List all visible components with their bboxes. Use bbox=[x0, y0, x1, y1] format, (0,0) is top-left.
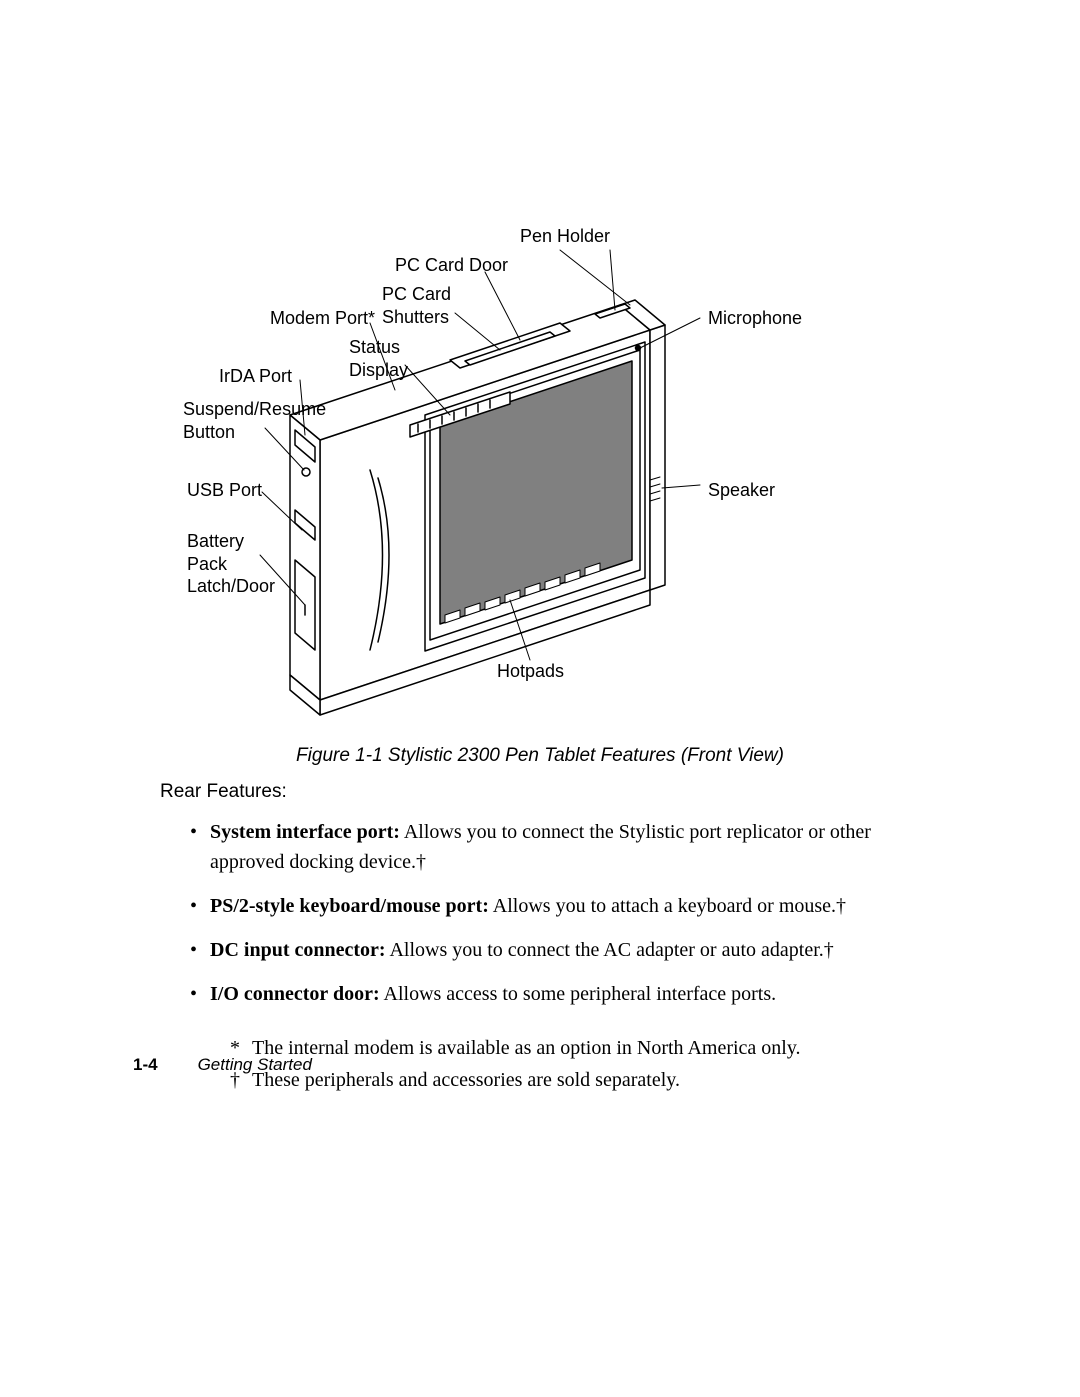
body-text-block: Rear Features: System interface port: Al… bbox=[160, 778, 920, 1097]
feature-bold: I/O connector door: bbox=[210, 983, 380, 1005]
callout-status-display: Status Display bbox=[349, 336, 408, 381]
callout-pc-card-shutters: PC Card Shutters bbox=[382, 283, 451, 328]
feature-bold: DC input connector: bbox=[210, 939, 386, 961]
feature-text: Allows you to connect the AC adapter or … bbox=[386, 939, 824, 961]
feature-item: PS/2-style keyboard/mouse port: Allows y… bbox=[190, 891, 920, 921]
dagger-mark: † bbox=[836, 895, 846, 917]
footnote: † These peripherals and accessories are … bbox=[230, 1065, 920, 1095]
dagger-mark: † bbox=[824, 939, 834, 961]
callout-pc-card-door: PC Card Door bbox=[395, 254, 508, 277]
callout-pen-holder: Pen Holder bbox=[520, 225, 610, 248]
section-name: Getting Started bbox=[198, 1055, 312, 1074]
feature-bold: PS/2-style keyboard/mouse port: bbox=[210, 895, 489, 917]
feature-list: System interface port: Allows you to con… bbox=[190, 817, 920, 1009]
feature-item: DC input connector: Allows you to connec… bbox=[190, 935, 920, 965]
callout-modem-port: Modem Port* bbox=[270, 307, 375, 330]
callout-irda-port: IrDA Port bbox=[219, 365, 292, 388]
footnote-text: The internal modem is available as an op… bbox=[252, 1033, 801, 1063]
footnotes: * The internal modem is available as an … bbox=[230, 1033, 920, 1095]
feature-text: Allows access to some peripheral interfa… bbox=[380, 983, 777, 1005]
callout-suspend-resume: Suspend/Resume Button bbox=[183, 398, 326, 443]
feature-bold: System interface port: bbox=[210, 821, 400, 843]
footnote: * The internal modem is available as an … bbox=[230, 1033, 920, 1063]
footnote-text: These peripherals and accessories are so… bbox=[252, 1065, 680, 1095]
callout-speaker: Speaker bbox=[708, 479, 775, 502]
feature-item: System interface port: Allows you to con… bbox=[190, 817, 920, 877]
feature-item: I/O connector door: Allows access to som… bbox=[190, 979, 920, 1009]
callout-microphone: Microphone bbox=[708, 307, 802, 330]
figure-caption: Figure 1-1 Stylistic 2300 Pen Tablet Fea… bbox=[0, 745, 1080, 767]
feature-text: Allows you to attach a keyboard or mouse… bbox=[489, 895, 836, 917]
device-diagram bbox=[160, 210, 800, 730]
manual-page: Pen Holder PC Card Door PC Card Shutters… bbox=[0, 0, 1080, 1397]
callout-usb-port: USB Port bbox=[187, 479, 262, 502]
page-number: 1-4 bbox=[133, 1055, 158, 1074]
callout-hotpads: Hotpads bbox=[497, 660, 564, 683]
dagger-mark: † bbox=[416, 851, 426, 873]
section-heading: Rear Features: bbox=[160, 778, 920, 807]
page-footer: 1-4 Getting Started bbox=[133, 1055, 312, 1075]
callout-battery-pack: Battery Pack Latch/Door bbox=[187, 530, 275, 598]
